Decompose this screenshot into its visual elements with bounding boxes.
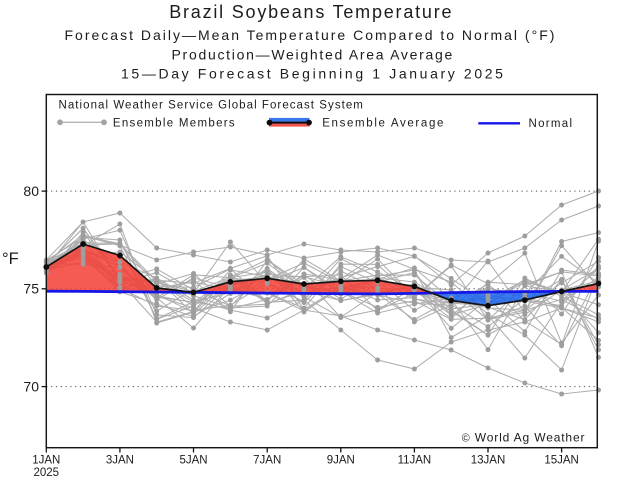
svg-text:Brazil Soybeans Temperature: Brazil Soybeans Temperature (169, 2, 453, 22)
svg-text:80: 80 (23, 183, 39, 199)
svg-text:Normal: Normal (529, 118, 574, 130)
svg-text:National Weather Service Globa: National Weather Service Global Forecast… (59, 99, 364, 111)
svg-text:Ensemble Members: Ensemble Members (113, 117, 236, 129)
svg-text:75: 75 (23, 281, 39, 297)
svg-text:7JAN: 7JAN (253, 455, 281, 467)
svg-text:© World Ag Weather: © World Ag Weather (462, 431, 586, 445)
svg-text:9JAN: 9JAN (327, 455, 355, 467)
svg-text:Production—Weighted Area Avera: Production—Weighted Area Average (172, 46, 455, 62)
svg-text:1JAN: 1JAN (32, 455, 60, 467)
svg-text:70: 70 (23, 378, 39, 394)
svg-text:°F: °F (2, 250, 19, 268)
svg-text:5JAN: 5JAN (179, 455, 207, 467)
svg-text:Forecast Daily—Mean Temperatur: Forecast Daily—Mean Temperature Compared… (65, 27, 557, 43)
svg-text:3JAN: 3JAN (106, 455, 134, 467)
svg-text:2025: 2025 (34, 467, 60, 479)
svg-text:11JAN: 11JAN (398, 455, 432, 467)
svg-text:15—Day Forecast Beginning 1 Ja: 15—Day Forecast Beginning 1 January 2025 (121, 66, 506, 82)
svg-text:Ensemble Average: Ensemble Average (322, 117, 445, 129)
svg-text:15JAN: 15JAN (544, 455, 579, 467)
svg-text:13JAN: 13JAN (471, 455, 506, 467)
